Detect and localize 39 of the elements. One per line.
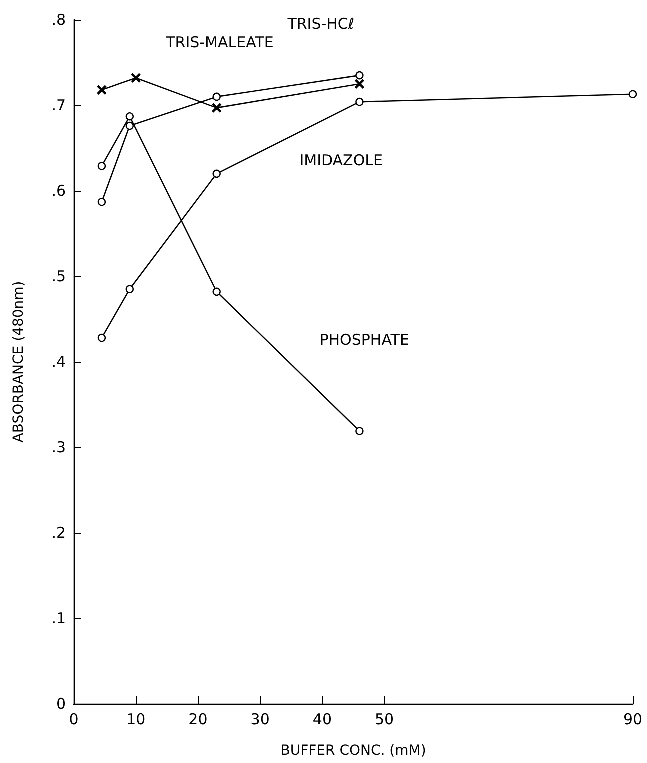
x-axis-title: BUFFER CONC. (mM) [280,743,426,759]
text: TRIS-MALEATE [165,34,274,52]
point [356,71,364,80]
y-tick-label: .6 [52,182,66,200]
y-tick-label: .2 [52,524,66,542]
y-tick-label: .7 [52,96,66,114]
text: TRIS-HCℓ [286,15,355,34]
point [126,285,134,294]
y-tick-label: .3 [52,438,66,456]
x-tick-label: 50 [375,710,394,728]
x-tick-label: 0 [69,710,79,728]
x-tick-label: 90 [623,710,643,728]
point [212,103,222,113]
point [98,162,106,170]
x-tick-label: 30 [250,710,270,728]
point [212,170,221,178]
point [97,86,107,95]
point [212,288,221,296]
y-axis-title: ABSORBANCE (480nm) [11,281,27,443]
point [126,122,134,130]
y-tick-label: .5 [52,268,66,286]
point [356,98,364,106]
point [628,90,638,98]
point [355,80,364,89]
point [98,198,106,206]
point [126,112,134,121]
y-tick-label: .4 [52,353,66,371]
text: PHOSPHATE [320,330,410,349]
point [212,92,221,102]
point [98,334,106,342]
x-tick-label: 20 [188,710,208,728]
x-tick-label: 40 [312,710,332,728]
series-label: IMIDAZOLE [300,152,383,170]
y-tick-label: .1 [52,610,66,628]
point [132,74,141,83]
y-tick-label: .8 [52,11,66,29]
point [356,427,364,436]
y-tick-label: 0 [56,695,66,713]
x-tick-label: 10 [126,710,146,728]
